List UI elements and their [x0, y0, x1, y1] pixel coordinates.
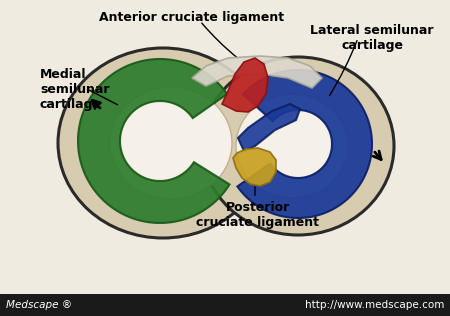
Polygon shape	[222, 58, 268, 112]
Text: Medial
semilunar
cartilage: Medial semilunar cartilage	[40, 68, 109, 111]
Text: Posterior
cruciate ligament: Posterior cruciate ligament	[197, 201, 320, 229]
Ellipse shape	[110, 87, 232, 199]
Ellipse shape	[202, 57, 394, 235]
Text: Lateral semilunar
cartilage: Lateral semilunar cartilage	[310, 24, 434, 52]
Polygon shape	[78, 59, 230, 223]
Ellipse shape	[236, 94, 348, 198]
Polygon shape	[238, 70, 372, 218]
Polygon shape	[192, 56, 322, 88]
Bar	[0, 294, 450, 316]
Text: Medscape ®: Medscape ®	[6, 300, 72, 310]
Polygon shape	[233, 148, 276, 186]
Text: http://www.medscape.com: http://www.medscape.com	[305, 300, 444, 310]
Ellipse shape	[58, 48, 268, 238]
Text: Anterior cruciate ligament: Anterior cruciate ligament	[99, 11, 284, 24]
Polygon shape	[238, 104, 300, 151]
